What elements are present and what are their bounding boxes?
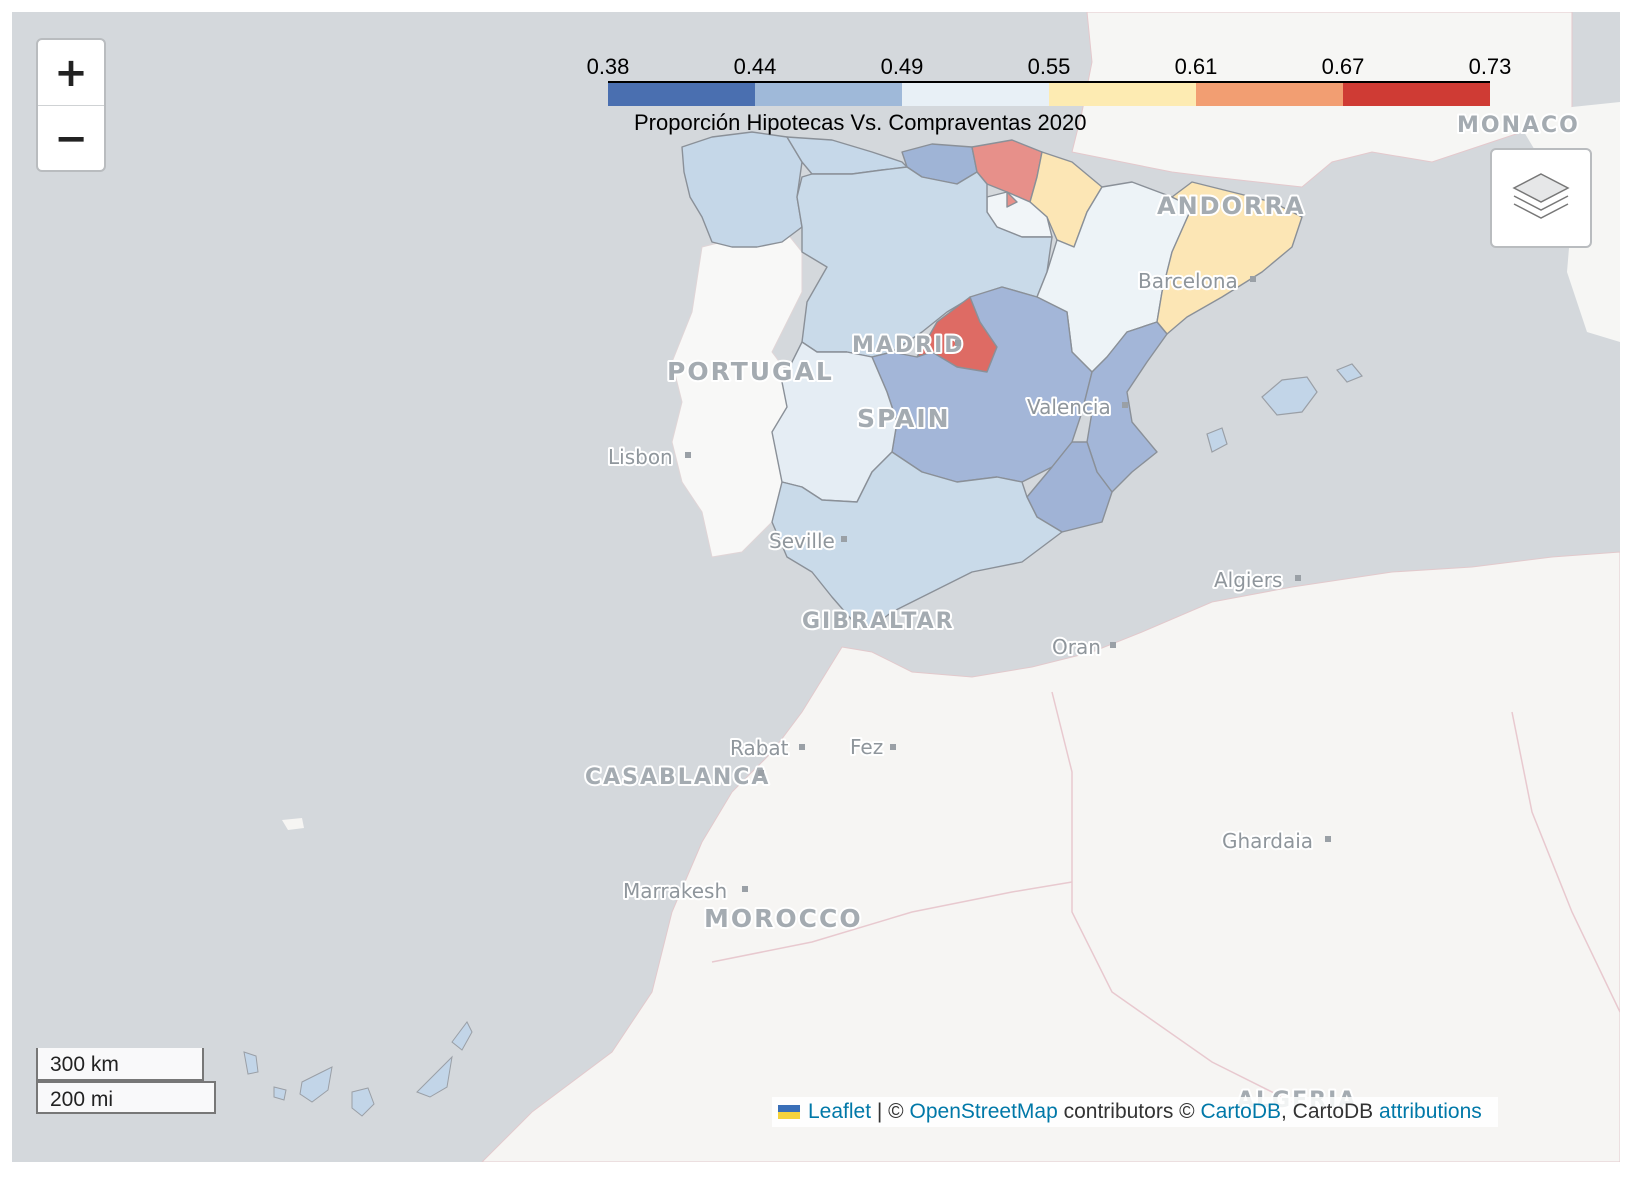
label-monaco: MONACO xyxy=(1457,113,1580,138)
legend-tick-4: 0.55 xyxy=(1027,54,1071,79)
legend-swatch-3 xyxy=(902,82,1049,106)
legend-swatch-2 xyxy=(755,82,902,106)
label-gibraltar: GIBRALTAR xyxy=(802,609,955,634)
layers-icon xyxy=(1512,173,1570,219)
label-seville: Seville xyxy=(769,529,835,553)
layers-control-button[interactable] xyxy=(1490,148,1592,248)
zoom-control: + − xyxy=(36,38,106,172)
legend-swatch-6 xyxy=(1343,82,1490,106)
label-portugal: PORTUGAL xyxy=(667,357,834,386)
legend-title: Proporción Hipotecas Vs. Compraventas 20… xyxy=(634,110,1087,135)
label-marrakesh: Marrakesh xyxy=(623,879,727,903)
region-galicia xyxy=(681,131,803,248)
region-asturias xyxy=(786,136,908,175)
legend-tick-7: 0.73 xyxy=(1468,54,1512,79)
zoom-out-button[interactable]: − xyxy=(54,115,88,162)
legend-bar xyxy=(608,81,1490,106)
scale-bar: 300 km 200 mi xyxy=(36,1048,216,1114)
attribution: Leaflet | © OpenStreetMap contributors ©… xyxy=(772,1097,1498,1127)
map-canvas[interactable]: PORTUGAL SPAIN MADRID ANDORRA MONACO GIB… xyxy=(12,12,1620,1162)
attribution-contributors: contributors © xyxy=(1057,1100,1201,1123)
legend-tick-1: 0.38 xyxy=(586,54,630,79)
region-cataluna xyxy=(1156,181,1303,335)
region-andalucia xyxy=(771,451,1063,628)
label-oran: Oran xyxy=(1052,635,1101,659)
legend-tick-2: 0.44 xyxy=(733,54,777,79)
basemap xyxy=(243,12,1620,1162)
label-algiers: Algiers xyxy=(1214,568,1282,592)
legend-swatch-4 xyxy=(1049,82,1196,106)
ukraine-flag-icon xyxy=(778,1105,800,1119)
leaflet-link[interactable]: Leaflet xyxy=(808,1100,872,1123)
attribution-sep: | © xyxy=(871,1100,910,1123)
label-casablanca: CASABLANCA xyxy=(585,765,770,790)
label-spain: SPAIN xyxy=(857,404,951,433)
label-rabat: Rabat xyxy=(730,736,789,760)
map-container[interactable]: PORTUGAL SPAIN MADRID ANDORRA MONACO GIB… xyxy=(12,12,1620,1162)
scale-km: 300 km xyxy=(36,1048,204,1081)
scale-mi: 200 mi xyxy=(36,1081,216,1114)
cartodb-link[interactable]: CartoDB xyxy=(1200,1100,1281,1123)
legend-swatch-5 xyxy=(1196,82,1343,106)
label-andorra: ANDORRA xyxy=(1157,192,1306,220)
attributions-link[interactable]: attributions xyxy=(1379,1100,1482,1123)
legend-tick-3: 0.49 xyxy=(880,54,924,79)
city-markers xyxy=(685,276,1331,892)
legend-swatch-1 xyxy=(608,82,755,106)
label-barcelona: Barcelona xyxy=(1138,269,1238,293)
label-madrid: MADRID xyxy=(852,333,965,358)
attribution-cartodb: , CartoDB xyxy=(1281,1100,1380,1123)
label-ghardaia: Ghardaia xyxy=(1222,829,1313,853)
label-fez: Fez xyxy=(850,735,883,759)
color-legend: 0.38 0.44 0.49 0.55 0.61 0.67 0.73 Propo… xyxy=(572,50,1522,140)
label-morocco: MOROCCO xyxy=(704,904,863,933)
label-lisbon: Lisbon xyxy=(608,445,673,469)
choropleth-regions xyxy=(681,131,1303,628)
legend-tick-5: 0.61 xyxy=(1174,54,1218,79)
zoom-in-button[interactable]: + xyxy=(38,40,104,106)
label-valencia: Valencia xyxy=(1027,395,1111,419)
legend-tick-6: 0.67 xyxy=(1321,54,1365,79)
osm-link[interactable]: OpenStreetMap xyxy=(909,1100,1058,1123)
